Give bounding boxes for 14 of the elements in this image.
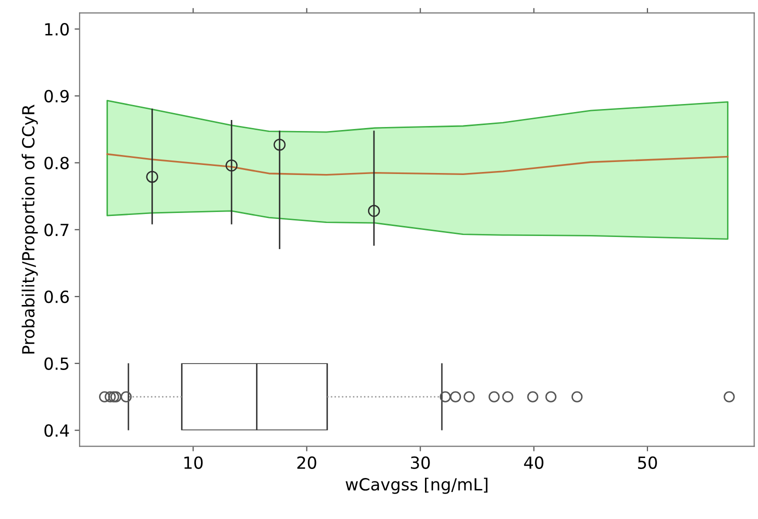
x-tick-label: 30: [410, 456, 430, 469]
x-axis-title: wCavgss [ng/mL]: [346, 478, 488, 494]
y-tick-label: 0.8: [44, 156, 69, 170]
x-tick-label: 10: [184, 456, 203, 469]
x-tick-label: 40: [524, 456, 544, 469]
x-tick-label: 50: [638, 456, 657, 469]
x-tick-label: 20: [297, 456, 316, 469]
y-tick-label: 0.7: [44, 224, 68, 236]
y-tick-label: 0.5: [44, 357, 68, 370]
y-tick-label: 0.9: [44, 90, 69, 102]
y-axis-title: Probability/Proportion of CCyR: [22, 104, 38, 354]
y-tick-label: 0.6: [44, 290, 69, 304]
y-tick-label: 0.4: [44, 424, 69, 437]
y-tick-label: 1.0: [45, 22, 69, 36]
